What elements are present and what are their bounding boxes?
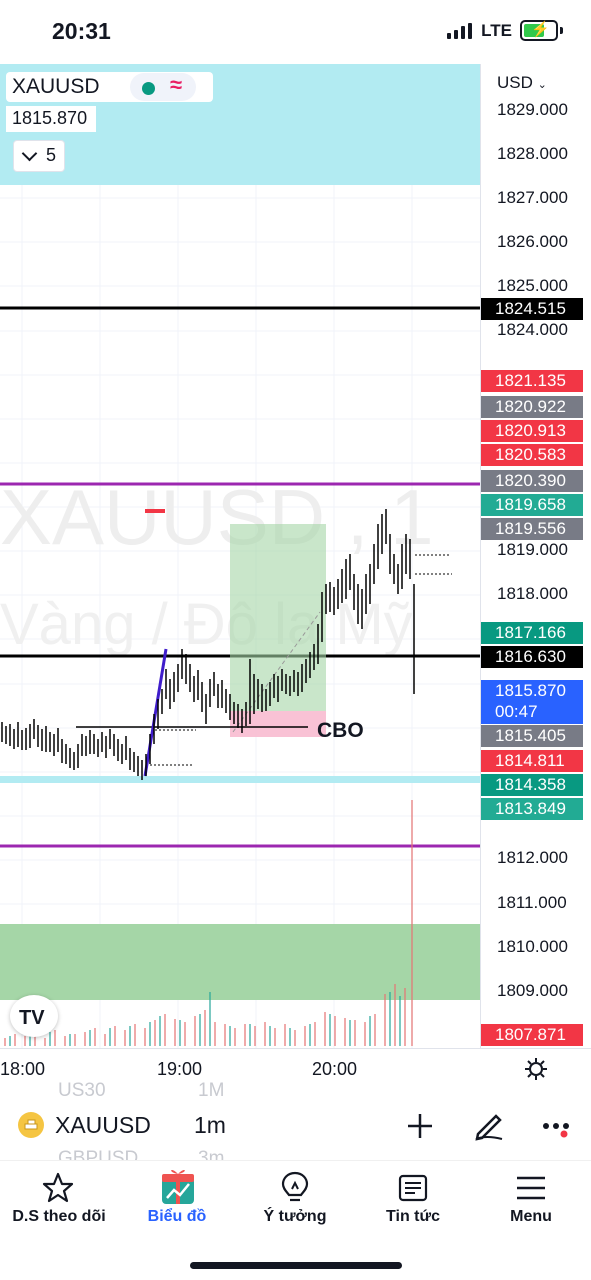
cbo-label: CBO [317, 719, 364, 742]
price-tag: 1814.358 [481, 774, 583, 796]
chart-toolbar [0, 1100, 591, 1150]
plus-icon[interactable] [406, 1112, 434, 1140]
currency-selector[interactable]: USD ⌄ [497, 73, 547, 92]
price-tag: 1815.870 00:47 [481, 680, 583, 724]
cyan-zone-bottom [0, 776, 480, 783]
price-tag: 1820.390 [481, 470, 583, 492]
nav-news[interactable]: Tin tức [386, 1208, 440, 1225]
time-label: 20:00 [312, 1059, 358, 1079]
ghost-interval-1: 1M [198, 1080, 225, 1101]
home-indicator [190, 1262, 402, 1269]
settings-gear-icon[interactable] [524, 1057, 548, 1081]
lightbulb-icon[interactable] [279, 1170, 311, 1206]
chart-canvas[interactable]: XAUUSD , 1 Vàng / Đô la Mỹ CBO [0, 64, 480, 1048]
price-axis-label: 1827.000 [497, 188, 568, 207]
price-tag: 1814.811 [481, 750, 583, 772]
symbol-selector[interactable]: XAUUSD [55, 1112, 151, 1138]
price-tag: 1821.135 [481, 370, 583, 392]
svg-text:TV: TV [19, 1007, 45, 1029]
price-axis-label: 1809.000 [497, 981, 568, 1000]
price-axis-label: 1811.000 [497, 893, 567, 912]
nav-ideas[interactable]: Ý tưởng [263, 1208, 327, 1225]
price-tag-value: 1815.870 [495, 681, 566, 700]
green-zone [0, 924, 480, 1000]
legend-price-box [6, 106, 96, 132]
candles [1, 509, 415, 780]
price-axis-label: 1829.000 [497, 100, 568, 119]
status-time: 20:31 [52, 18, 111, 44]
more-options-icon[interactable] [542, 1118, 572, 1140]
drawing-pen-icon[interactable] [472, 1108, 506, 1142]
interval-selector[interactable]: 1m [194, 1112, 226, 1138]
price-tag: 1817.166 [481, 622, 583, 644]
price-axis[interactable]: USD ⌄ 1829.000 1828.000 1827.000 1826.000 18… [480, 64, 591, 1048]
signal-icon [447, 22, 473, 39]
chart-svg[interactable]: XAUUSD , 1 Vàng / Đô la Mỹ CBO [0, 64, 480, 1048]
status-bar: 20:31 LTE ⚡ [0, 0, 591, 64]
chevron-down-icon: ⌄ [537, 79, 547, 91]
price-tag: 1815.405 [481, 725, 583, 747]
status-right: LTE ⚡ [447, 20, 563, 41]
price-tag: 1824.515 [481, 298, 583, 320]
price-axis-label: 1825.000 [497, 276, 568, 295]
indicators-collapse-button[interactable] [13, 140, 65, 172]
price-tag: 1820.922 [481, 396, 583, 418]
network-type: LTE [481, 20, 512, 40]
nav-watchlist[interactable]: D.S theo dõi [12, 1208, 106, 1225]
time-axis[interactable]: 18:00 19:00 20:00 [0, 1048, 591, 1089]
long-position-loss [230, 711, 326, 737]
watermark-description: Vàng / Đô la Mỹ [0, 592, 413, 657]
chart-gift-icon[interactable] [159, 1166, 197, 1206]
price-tag: 1819.658 [481, 494, 583, 516]
legend-price: 1815.870 [12, 108, 88, 128]
price-tag: 1820.583 [481, 444, 583, 466]
price-axis-label: 1812.000 [497, 848, 568, 867]
hamburger-icon[interactable] [515, 1174, 547, 1202]
indicators-count: 5 [46, 145, 57, 165]
price-tag: 1807.871 [481, 1024, 583, 1046]
battery-charging-icon: ⚡ [520, 20, 558, 41]
gold-bars-icon [18, 1112, 44, 1138]
wave-icon: ≈ [170, 72, 183, 97]
star-icon[interactable] [41, 1171, 75, 1205]
price-axis-label: 1828.000 [497, 144, 568, 163]
price-axis-label: 1818.000 [497, 584, 568, 603]
time-label: 19:00 [157, 1059, 203, 1079]
market-open-icon [142, 82, 155, 95]
legend-symbol[interactable]: XAUUSD [12, 75, 100, 98]
nav-menu[interactable]: Menu [510, 1208, 552, 1225]
price-tag: 1813.849 [481, 798, 583, 820]
ghost-symbol-1: US30 [58, 1080, 106, 1101]
bar-countdown: 00:47 [495, 702, 538, 721]
watermark-symbol: XAUUSD , 1 [0, 473, 433, 561]
legend-status-pill[interactable] [130, 73, 196, 101]
price-tag: 1816.630 [481, 646, 583, 668]
price-axis-label: 1826.000 [497, 232, 568, 251]
volume-bars [4, 800, 413, 1046]
news-icon[interactable] [397, 1172, 429, 1204]
price-axis-label: 1824.000 [497, 320, 568, 339]
price-axis-label: 1810.000 [497, 937, 568, 956]
price-tag: 1820.913 [481, 420, 583, 442]
price-axis-label: 1819.000 [497, 540, 568, 559]
trend-line [143, 648, 168, 777]
price-tag: 1819.556 [481, 518, 583, 540]
nav-chart[interactable]: Biểu đồ [147, 1208, 207, 1225]
tradingview-logo[interactable]: TV [10, 995, 58, 1037]
time-label: 18:00 [0, 1059, 46, 1079]
